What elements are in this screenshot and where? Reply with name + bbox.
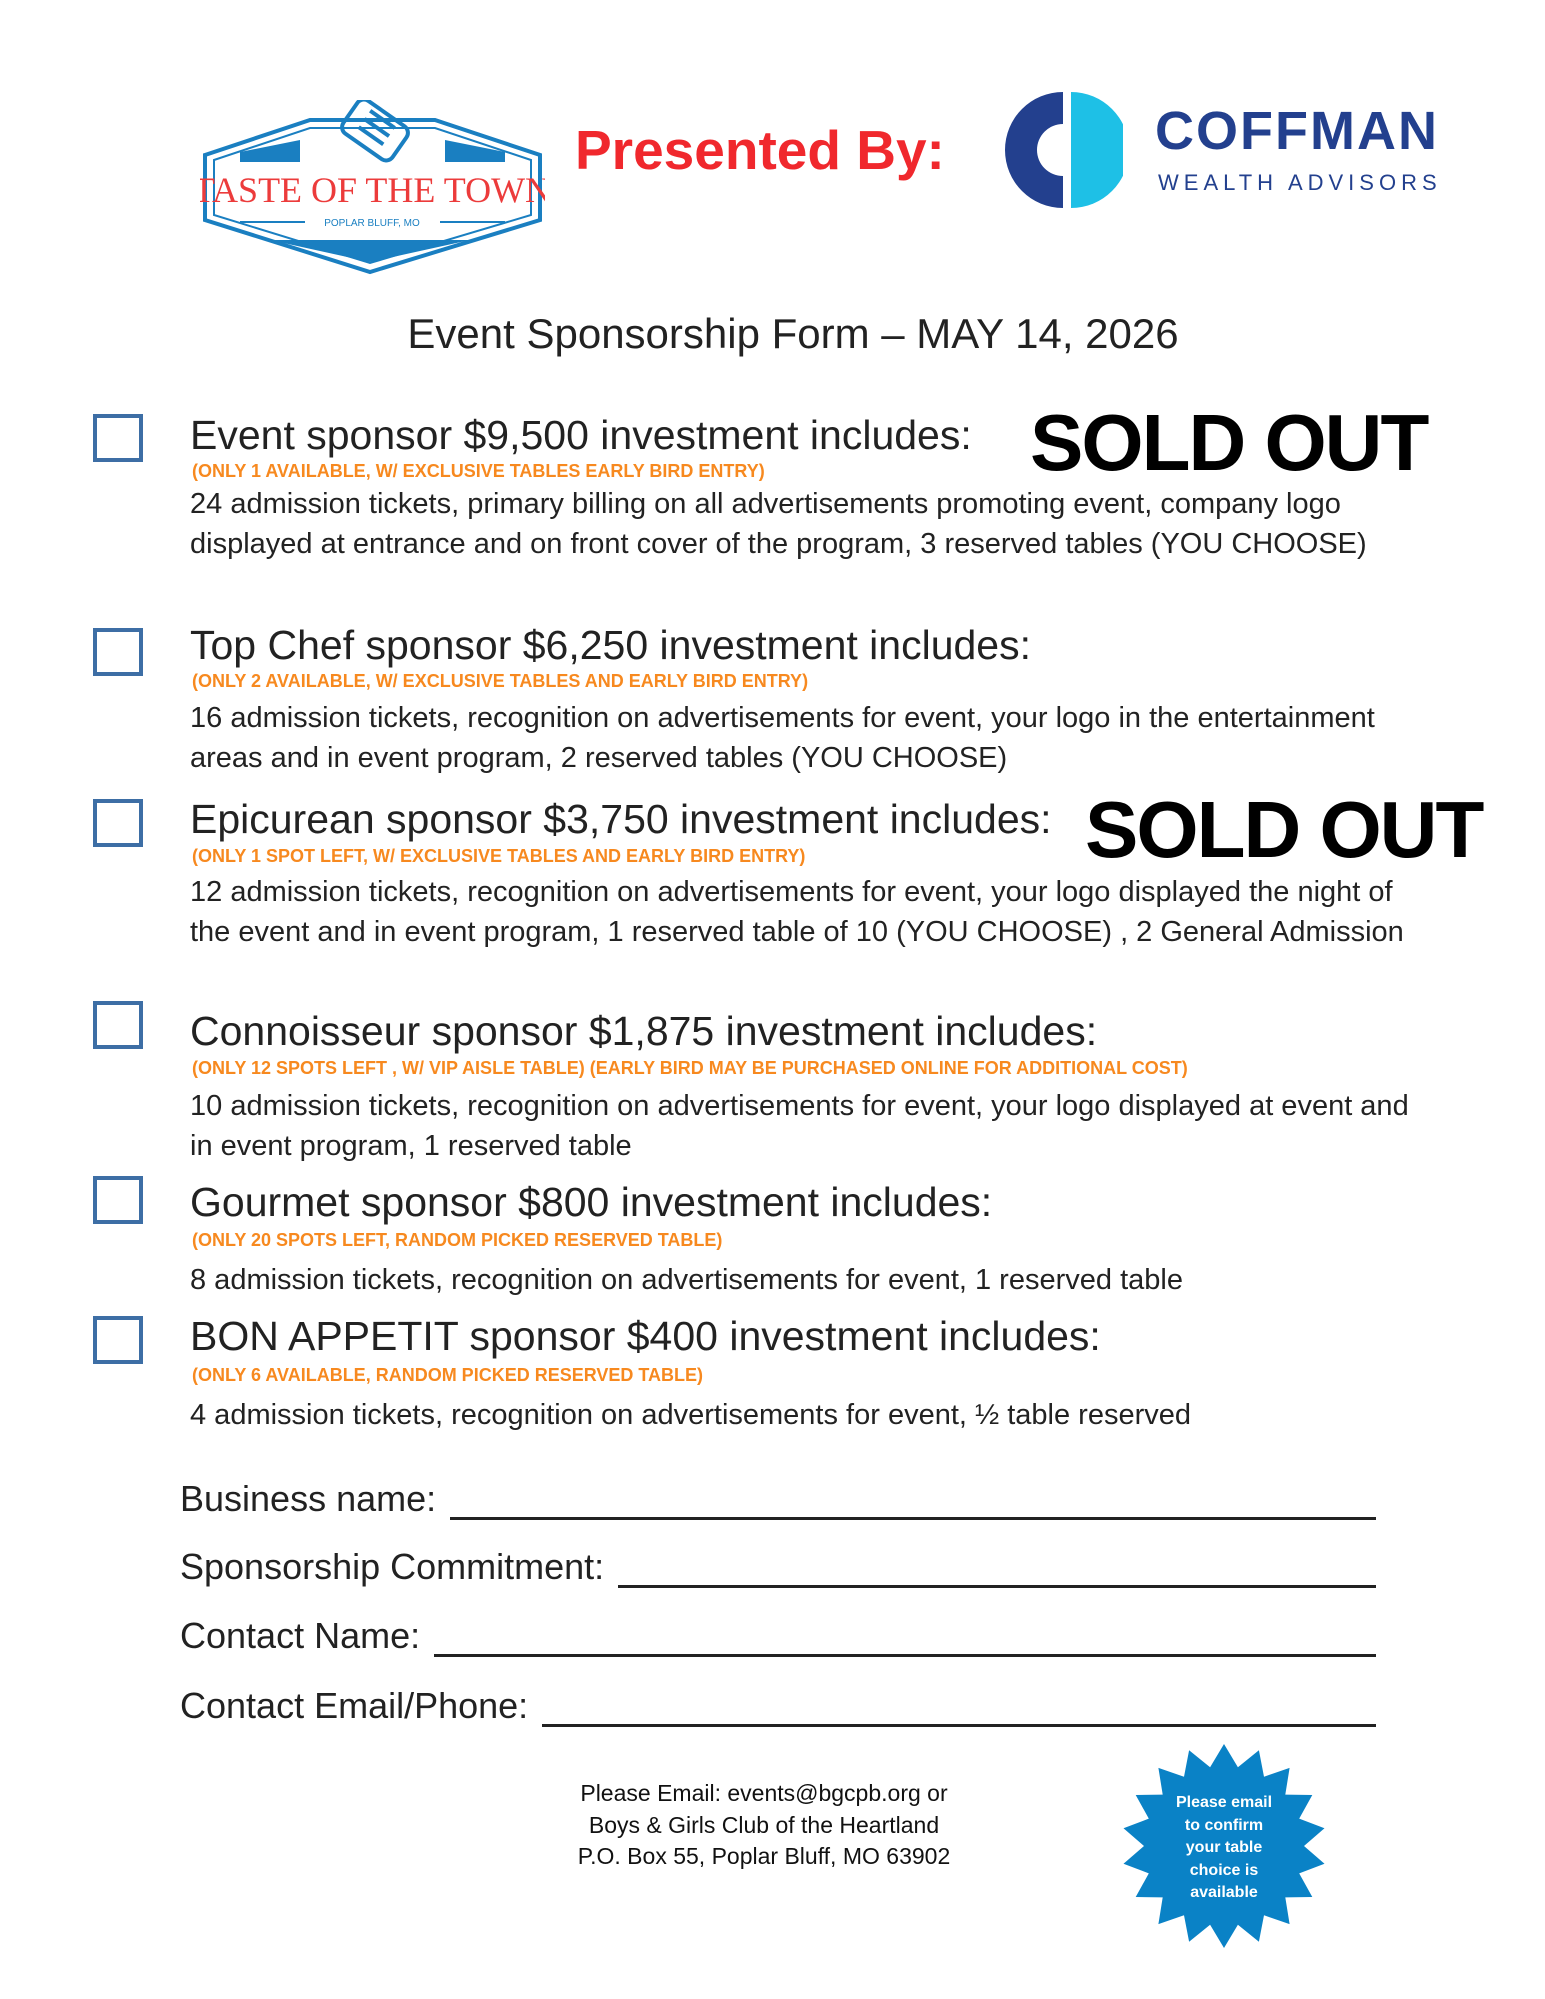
gourmet-sponsor-checkbox[interactable] bbox=[93, 1176, 143, 1224]
coffman-tagline: WEALTH ADVISORS bbox=[1158, 170, 1442, 195]
top-chef-sponsor-checkbox[interactable] bbox=[93, 628, 143, 676]
sold-out-stamp: SOLD OUT bbox=[1085, 785, 1484, 874]
business-name-input[interactable] bbox=[450, 1487, 1376, 1520]
section-note: (ONLY 12 SPOTS LEFT , W/ VIP AISLE TABLE… bbox=[192, 1058, 1188, 1078]
section-heading: Event sponsor $9,500 investment includes… bbox=[190, 412, 972, 458]
form-title: Event Sponsorship Form – MAY 14, 2026 bbox=[407, 310, 1179, 357]
business-name-field[interactable]: Business name: bbox=[180, 1478, 1376, 1520]
field-label: Sponsorship Commitment: bbox=[180, 1546, 605, 1587]
coffman-name: COFFMAN bbox=[1155, 101, 1439, 161]
section-body: 24 admission tickets, primary billing on… bbox=[190, 488, 1367, 560]
section-note: (ONLY 1 SPOT LEFT, W/ EXCLUSIVE TABLES A… bbox=[192, 846, 806, 866]
section-note: (ONLY 6 AVAILABLE, RANDOM PICKED RESERVE… bbox=[192, 1365, 704, 1385]
section-body: 12 admission tickets, recognition on adv… bbox=[190, 876, 1404, 948]
field-label: Contact Email/Phone: bbox=[180, 1685, 529, 1726]
contact-footer: Please Email: events@bgcpb.org or Boys &… bbox=[464, 1778, 1064, 1873]
badge-line: your table bbox=[1185, 1839, 1263, 1856]
taste-of-the-town-logo: TASTE OF THE TOWN POPLAR BLUFF, MO bbox=[200, 100, 545, 275]
contact-email-phone-field[interactable]: Contact Email/Phone: bbox=[180, 1685, 1376, 1727]
footer-org-line: Boys & Girls Club of the Heartland bbox=[588, 1811, 940, 1838]
starburst-badge bbox=[1123, 1744, 1325, 1948]
connoisseur-sponsor-checkbox[interactable] bbox=[93, 1001, 143, 1049]
coffman-logo-mark bbox=[1005, 92, 1123, 208]
field-label: Business name: bbox=[180, 1478, 437, 1519]
section-note: (ONLY 2 AVAILABLE, W/ EXCLUSIVE TABLES A… bbox=[192, 671, 809, 691]
epicurean-sponsor-checkbox[interactable] bbox=[93, 799, 143, 847]
badge-line: choice is bbox=[1189, 1861, 1259, 1879]
section-note: (ONLY 1 AVAILABLE, W/ EXCLUSIVE TABLES E… bbox=[192, 461, 765, 481]
sponsorship-commitment-field[interactable]: Sponsorship Commitment: bbox=[180, 1546, 1376, 1588]
contact-email-phone-input[interactable] bbox=[542, 1694, 1376, 1727]
event-sponsor-checkbox[interactable] bbox=[93, 414, 143, 462]
badge-line: available bbox=[1190, 1884, 1258, 1901]
badge-text: Please email to confirm your table choic… bbox=[1140, 1792, 1308, 1905]
badge-line: to confirm bbox=[1184, 1816, 1264, 1834]
section-body: 8 admission tickets, recognition on adve… bbox=[190, 1264, 1183, 1296]
logo-title: TASTE OF THE TOWN bbox=[200, 170, 545, 210]
bon-appetit-sponsor-checkbox[interactable] bbox=[93, 1316, 143, 1364]
section-body: 10 admission tickets, recognition on adv… bbox=[190, 1090, 1409, 1162]
section-heading: Connoisseur sponsor $1,875 investment in… bbox=[190, 1008, 1098, 1054]
section-heading: Gourmet sponsor $800 investment includes… bbox=[190, 1179, 993, 1225]
footer-email-line: Please Email: events@bgcpb.org or bbox=[580, 1780, 948, 1806]
section-heading: Top Chef sponsor $6,250 investment inclu… bbox=[190, 622, 1032, 668]
contact-name-input[interactable] bbox=[434, 1624, 1376, 1657]
badge-line: Please email bbox=[1175, 1794, 1273, 1811]
sponsorship-commitment-input[interactable] bbox=[618, 1555, 1376, 1588]
sold-out-stamp: SOLD OUT bbox=[1030, 398, 1429, 487]
footer-address-line: P.O. Box 55, Poplar Bluff, MO 63902 bbox=[577, 1843, 951, 1869]
starburst-shape bbox=[1123, 1744, 1325, 1948]
section-body: 4 admission tickets, recognition on adve… bbox=[190, 1399, 1192, 1431]
section-heading: BON APPETIT sponsor $400 investment incl… bbox=[190, 1313, 1101, 1359]
contact-name-field[interactable]: Contact Name: bbox=[180, 1615, 1376, 1657]
logo-subtitle: POPLAR BLUFF, MO bbox=[324, 218, 420, 229]
field-label: Contact Name: bbox=[180, 1615, 421, 1656]
section-heading: Epicurean sponsor $3,750 investment incl… bbox=[190, 796, 1052, 842]
section-note: (ONLY 20 SPOTS LEFT, RANDOM PICKED RESER… bbox=[192, 1230, 723, 1250]
section-body: 16 admission tickets, recognition on adv… bbox=[190, 702, 1375, 774]
presented-by-label: Presented By: bbox=[575, 119, 945, 181]
